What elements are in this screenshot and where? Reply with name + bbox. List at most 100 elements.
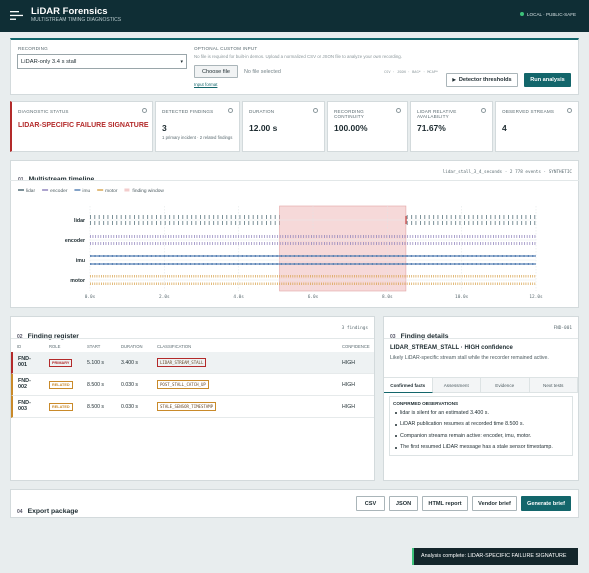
observation: lidar is silent for an estimated 3.400 s… xyxy=(400,409,489,416)
bullet xyxy=(395,446,397,449)
export-button[interactable]: HTML report xyxy=(422,496,468,511)
duration: 0.030 s xyxy=(121,382,139,388)
finding-id: FND-001 xyxy=(553,326,572,331)
metric-label: DURATION xyxy=(249,109,275,114)
divider xyxy=(11,338,374,339)
tab[interactable]: Assessment xyxy=(433,378,481,393)
export-button[interactable]: Generate brief xyxy=(521,496,571,511)
app-subtitle: MULTISTREAM TIMING DIAGNOSTICS xyxy=(31,17,122,23)
metric-value: 3 xyxy=(162,123,167,133)
run-analysis-button[interactable]: Run analysis xyxy=(524,73,571,87)
recording-select[interactable]: LiDAR-only 3.4 s stall ▾ xyxy=(17,54,187,69)
column-header: DURATION xyxy=(121,344,143,349)
section-title: Multistream timeline xyxy=(29,176,95,183)
facts-heading: CONFIRMED OBSERVATIONS xyxy=(393,401,459,406)
finding-id: FND-002 xyxy=(18,378,31,390)
role-badge: RELATED xyxy=(49,381,73,389)
choose-file-button[interactable]: Choose file xyxy=(194,65,238,78)
bullet xyxy=(395,412,397,414)
info-icon[interactable] xyxy=(567,108,572,113)
metric-label: RECORDING CONTINUITY xyxy=(334,109,365,119)
tab[interactable]: Next tests xyxy=(530,378,578,393)
finding-id: FND-001 xyxy=(18,356,31,368)
metric-card: OBSERVED STREAMS 4 xyxy=(495,101,579,152)
formats-text: CSV · JSON · BAG* · MCAP* xyxy=(384,70,439,74)
metric-value: 12.00 s xyxy=(249,123,278,133)
section-number: 02 xyxy=(17,334,23,340)
export-button[interactable]: JSON xyxy=(389,496,418,511)
metric-card: LIDAR RELATIVE AVAILABILITY 71.67% xyxy=(410,101,493,152)
column-header: CLASSIFICATION xyxy=(157,344,192,349)
info-icon[interactable] xyxy=(313,108,318,113)
classification-badge: POST_STALL_CATCH_UP xyxy=(157,380,209,389)
section-title: Export package xyxy=(27,508,79,515)
info-icon[interactable] xyxy=(228,108,233,113)
tab[interactable]: Confirmed facts xyxy=(384,378,433,393)
recording-label: RECORDING xyxy=(18,46,48,51)
timeline-panel xyxy=(10,160,579,308)
register-panel: 02 Finding register 3 findings ID ROLE STAR… xyxy=(10,316,375,481)
divider xyxy=(384,338,578,339)
app-title: LiDAR Forensics xyxy=(31,6,108,17)
header xyxy=(0,0,589,32)
input-format-link[interactable]: Input format xyxy=(194,82,218,87)
section-number: 03 xyxy=(390,334,396,340)
status-dot xyxy=(520,12,524,16)
metric-label: LIDAR RELATIVE AVAILABILITY xyxy=(417,109,457,119)
confidence: HIGH xyxy=(342,404,355,410)
status-text: LOCAL · PUBLIC-SAFE xyxy=(527,11,577,17)
confidence: HIGH xyxy=(342,382,355,388)
metric-label: DIAGNOSTIC STATUS xyxy=(18,109,69,114)
duration: 3.400 s xyxy=(121,360,139,366)
metric-label: OBSERVED STREAMS xyxy=(502,109,555,114)
role-badge: RELATED xyxy=(49,403,73,411)
observation: The first resumed LiDAR message has a st… xyxy=(400,444,553,450)
info-icon[interactable] xyxy=(481,108,486,113)
info-icon[interactable] xyxy=(396,108,401,113)
metric-note: 1 primary incident · 2 related findings xyxy=(162,135,233,140)
metric-value: 4 xyxy=(502,123,507,133)
observation: Companion streams remain active: encoder… xyxy=(400,432,532,439)
export-button[interactable]: Vendor brief xyxy=(472,496,517,511)
bullet xyxy=(395,435,397,437)
finding-heading: LIDAR_STREAM_STALL · HIGH confidence xyxy=(390,345,513,351)
finding-row[interactable] xyxy=(11,396,374,418)
finding-row[interactable] xyxy=(11,352,374,374)
finding-row[interactable] xyxy=(11,374,374,396)
section-title: Finding details xyxy=(400,333,449,340)
custom-input-help: No file is required for built-in demos. … xyxy=(194,54,402,59)
start-time: 8.500 s xyxy=(87,382,105,388)
column-header: ROLE xyxy=(49,344,61,349)
no-file-text: No file selected xyxy=(244,69,281,75)
timeline-header: 01Multistream timeline xyxy=(18,168,94,186)
start-time: 5.100 s xyxy=(87,360,105,366)
timeline-meta: lidar_stall_3_4_seconds · 2 778 events ·… xyxy=(442,170,572,175)
classification-badge: LIDAR_STREAM_STALL xyxy=(157,358,207,367)
metric-card: DIAGNOSTIC STATUS LIDAR-SPECIFIC FAILURE … xyxy=(10,101,153,152)
section-number: 04 xyxy=(17,509,23,515)
divider xyxy=(10,180,579,181)
classification-badge: STALE_SENSOR_TIMESTAMP xyxy=(157,402,216,411)
details-panel: 03 Finding details FND-001 LIDAR_STREAM_S… xyxy=(383,316,579,481)
role-badge: PRIMARY xyxy=(49,359,73,367)
export-button[interactable]: CSV xyxy=(356,496,385,511)
metric-card: DETECTED FINDINGS 3 1 primary incident · 2… xyxy=(155,101,240,152)
metric-card: RECORDING CONTINUITY 100.00% xyxy=(327,101,408,152)
section-title: Finding register xyxy=(27,333,79,340)
start-time: 8.500 s xyxy=(87,404,105,410)
bullet xyxy=(395,423,397,426)
finding-id: FND-003 xyxy=(18,400,31,412)
findings-count: 3 findings xyxy=(341,326,368,331)
tab-bar: Confirmed facts Assessment Evidence Next te… xyxy=(384,377,578,393)
duration: 0.030 s xyxy=(121,404,139,410)
confidence: HIGH xyxy=(342,360,355,366)
custom-input-label: OPTIONAL CUSTOM INPUT xyxy=(194,46,258,51)
menu-icon[interactable] xyxy=(10,10,24,21)
detector-thresholds-button[interactable]: ▶ Detector thresholds xyxy=(446,73,518,87)
column-header: CONFIDENCE xyxy=(342,344,370,349)
observation: LiDAR publication resumes at recorded ti… xyxy=(400,421,524,427)
tab[interactable]: Evidence xyxy=(481,378,530,393)
info-icon[interactable] xyxy=(142,108,147,113)
toast: Analysis complete: LIDAR-SPECIFIC FAILUR… xyxy=(412,548,578,565)
